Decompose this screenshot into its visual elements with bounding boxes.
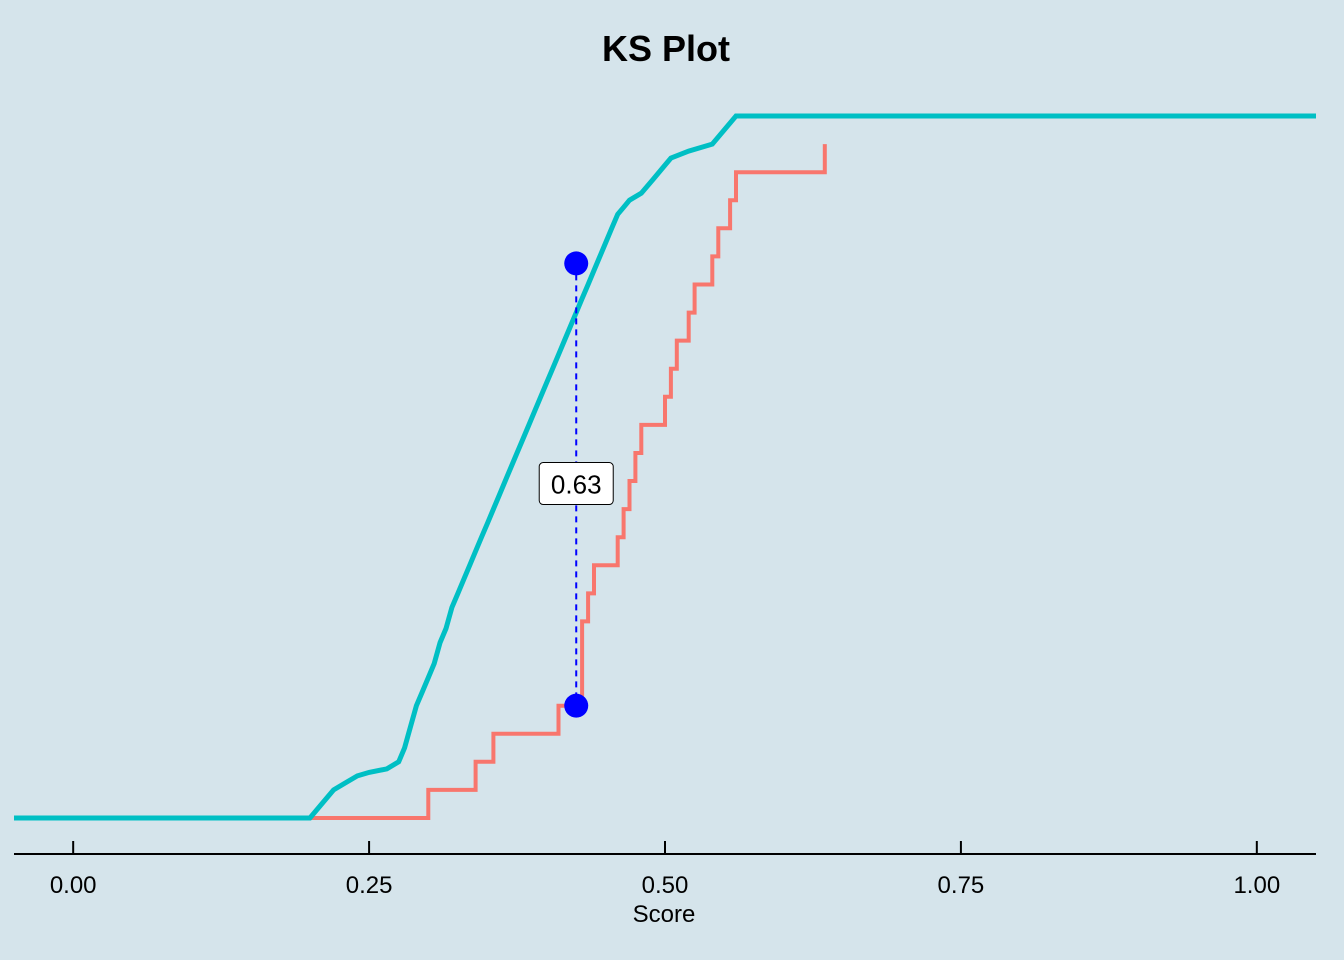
x-tick-label: 0.75	[938, 872, 985, 899]
ks-point-top	[564, 251, 589, 276]
ks-label: 0.63	[551, 470, 602, 500]
series-line-1	[14, 144, 827, 820]
x-axis-title: Score	[633, 901, 696, 928]
x-tick-label: 1.00	[1233, 872, 1280, 899]
series-line-2	[14, 113, 1316, 821]
ks-label-box	[538, 462, 614, 506]
x-axis-ticks: 0.00 0.25 0.50 0.75 1.00	[50, 841, 1280, 899]
x-tick-label: 0.00	[50, 872, 97, 899]
ks-point-bottom	[564, 693, 589, 718]
x-tick-label: 0.25	[346, 872, 393, 899]
x-tick-label: 0.50	[642, 872, 689, 899]
series-layer	[14, 113, 1316, 821]
ks-marker-layer: 0.63	[538, 251, 614, 718]
chart-title: KS Plot	[602, 28, 730, 69]
